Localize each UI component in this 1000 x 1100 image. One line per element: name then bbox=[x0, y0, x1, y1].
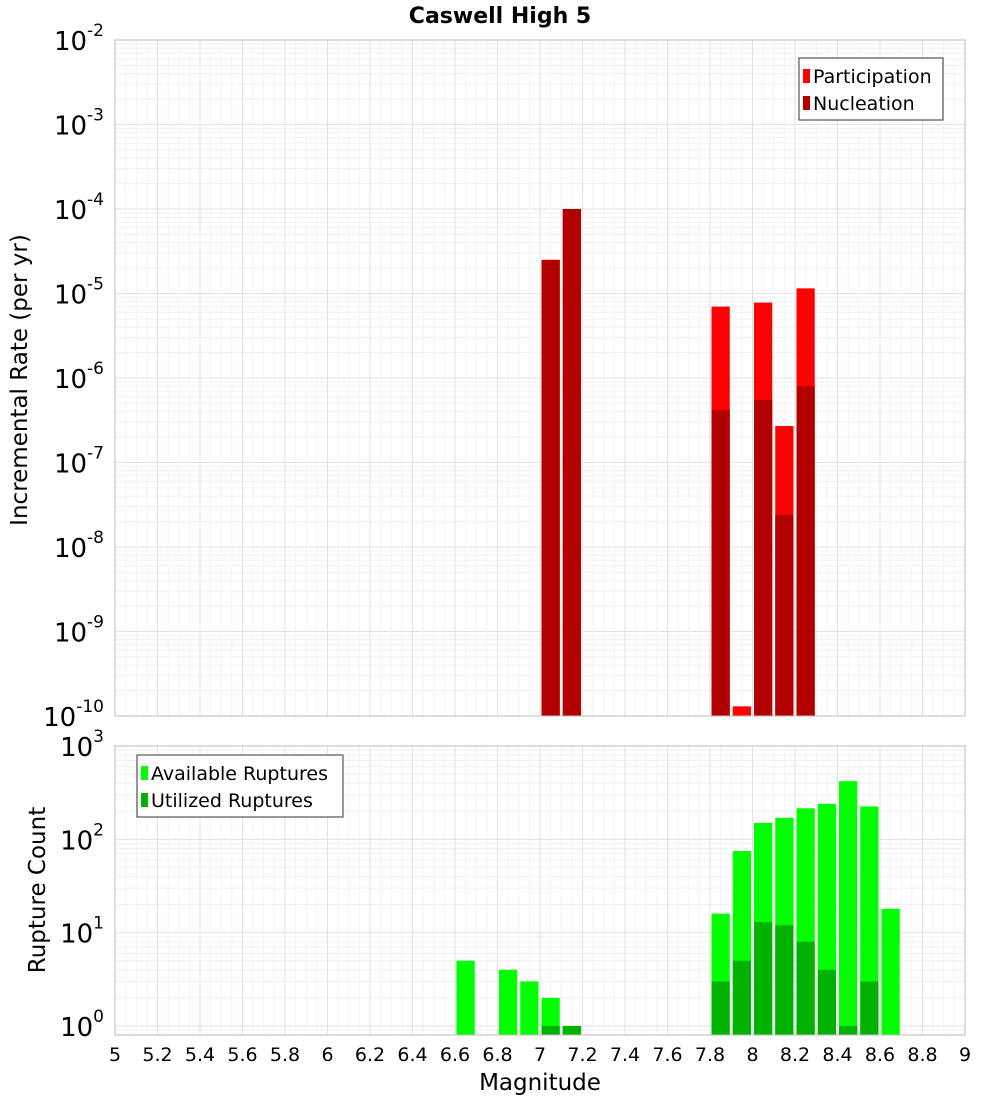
x-tick-label: 7.2 bbox=[567, 1044, 597, 1066]
bar-utilized-ruptures bbox=[541, 1025, 560, 1035]
legend-label: Utilized Ruptures bbox=[151, 790, 313, 812]
bar-available-ruptures bbox=[456, 960, 475, 1035]
bar-utilized-ruptures bbox=[817, 969, 836, 1035]
y-tick-label: 103 bbox=[60, 727, 104, 763]
x-tick-label: 5.4 bbox=[185, 1044, 215, 1066]
x-tick-label: 6.6 bbox=[440, 1044, 470, 1066]
chart-title: Caswell High 5 bbox=[409, 4, 591, 29]
x-tick-label: 5.6 bbox=[227, 1044, 257, 1066]
panel-1-y-ticks: 100 101 102 103 bbox=[60, 727, 104, 1043]
x-tick-label: 5.8 bbox=[270, 1044, 300, 1066]
bar-nucleation bbox=[541, 259, 560, 716]
panel-0-frame bbox=[114, 39, 966, 717]
legend-label: Available Ruptures bbox=[151, 763, 328, 785]
bar-available-ruptures bbox=[860, 806, 879, 1035]
bar-utilized-ruptures bbox=[711, 981, 730, 1035]
x-tick-label: 6.2 bbox=[355, 1044, 385, 1066]
bar-utilized-ruptures bbox=[775, 925, 794, 1035]
bar-utilized-ruptures bbox=[754, 922, 773, 1035]
x-tick-label: 7.6 bbox=[652, 1044, 682, 1066]
y-tick-label: 10-9 bbox=[54, 613, 104, 649]
legend-swatch bbox=[141, 766, 148, 780]
x-axis-label: Magnitude bbox=[479, 1070, 601, 1096]
panel-0-grid bbox=[114, 39, 966, 717]
bar-participation bbox=[732, 706, 751, 716]
bar-utilized-ruptures bbox=[732, 960, 751, 1035]
legend-swatch bbox=[141, 793, 148, 807]
bar-available-ruptures bbox=[541, 997, 560, 1035]
y-tick-label: 10-4 bbox=[54, 190, 104, 226]
series-1-1 bbox=[541, 922, 879, 1035]
x-tick-label: 8.6 bbox=[865, 1044, 895, 1066]
x-tick-label: 8 bbox=[746, 1044, 758, 1066]
x-tick-label: 6.4 bbox=[397, 1044, 427, 1066]
bar-available-ruptures bbox=[499, 969, 518, 1035]
series-0-1 bbox=[541, 209, 815, 716]
panel-1-frame bbox=[114, 745, 966, 1036]
panel-0-legend: Participation Nucleation bbox=[798, 57, 944, 121]
legend-swatch bbox=[803, 96, 810, 110]
bar-utilized-ruptures bbox=[839, 1025, 858, 1035]
y-tick-label: 10-8 bbox=[54, 528, 104, 564]
x-tick-label: 7.4 bbox=[610, 1044, 640, 1066]
bar-nucleation bbox=[775, 514, 794, 716]
x-tick-label: 6.8 bbox=[482, 1044, 512, 1066]
bar-nucleation bbox=[796, 386, 815, 716]
bar-available-ruptures bbox=[839, 781, 858, 1035]
y-tick-label: 10-10 bbox=[43, 697, 104, 733]
x-tick-label: 9 bbox=[959, 1044, 971, 1066]
bottom-y-axis-label: Rupture Count bbox=[25, 807, 51, 973]
x-ticks: 5 5.2 5.4 5.6 5.8 6 6.2 6.4 6.6 6.8 7 7.2 7.4 7.6 7.8 8… bbox=[109, 1044, 971, 1066]
y-tick-label: 10-7 bbox=[54, 444, 104, 480]
y-tick-label: 10-6 bbox=[54, 359, 104, 395]
x-tick-label: 8.4 bbox=[822, 1044, 852, 1066]
bar-available-ruptures bbox=[881, 908, 900, 1035]
legend-label: Nucleation bbox=[813, 93, 915, 115]
legend-swatch bbox=[803, 69, 810, 83]
top-y-axis-label: Incremental Rate (per yr) bbox=[7, 234, 33, 526]
y-tick-label: 102 bbox=[60, 820, 104, 856]
x-tick-label: 8.2 bbox=[780, 1044, 810, 1066]
bar-nucleation bbox=[711, 409, 730, 716]
panel-0-y-ticks: 10-10 10-9 10-8 10-7 10-6 10-5 10-4 10-3 10-2 bbox=[43, 21, 104, 733]
bar-nucleation bbox=[562, 209, 581, 716]
bar-utilized-ruptures bbox=[796, 941, 815, 1035]
x-tick-label: 5.2 bbox=[142, 1044, 172, 1066]
legend-box bbox=[798, 57, 944, 121]
x-tick-label: 8.8 bbox=[907, 1044, 937, 1066]
y-tick-label: 10-3 bbox=[54, 106, 104, 142]
legend-label: Participation bbox=[813, 66, 932, 88]
panel-1-legend: Available Ruptures Utilized Ruptures bbox=[136, 754, 344, 818]
x-tick-label: 5 bbox=[109, 1044, 121, 1066]
bar-utilized-ruptures bbox=[562, 1025, 581, 1035]
bar-available-ruptures bbox=[520, 981, 539, 1035]
y-tick-label: 10-5 bbox=[54, 275, 104, 311]
y-tick-label: 10-2 bbox=[54, 21, 104, 57]
y-tick-label: 101 bbox=[60, 914, 104, 950]
x-tick-label: 6 bbox=[321, 1044, 333, 1066]
x-tick-label: 7.8 bbox=[695, 1044, 725, 1066]
bar-nucleation bbox=[754, 399, 773, 716]
legend-box bbox=[136, 754, 344, 818]
x-tick-label: 7 bbox=[534, 1044, 546, 1066]
bar-utilized-ruptures bbox=[860, 981, 879, 1035]
y-tick-label: 100 bbox=[60, 1007, 104, 1043]
